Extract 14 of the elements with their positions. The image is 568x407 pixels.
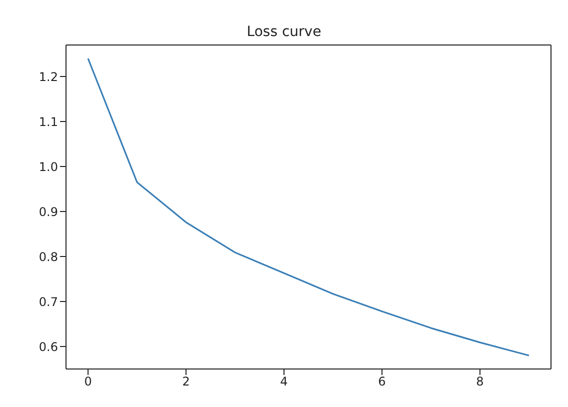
y-tick-label: 0.8 bbox=[38, 250, 58, 264]
y-tick-label: 1.2 bbox=[38, 70, 58, 84]
x-tick-label: 6 bbox=[378, 374, 386, 389]
x-tick-label: 8 bbox=[476, 374, 484, 389]
y-tick-label: 0.7 bbox=[38, 294, 58, 309]
x-tick-label: 0 bbox=[84, 374, 92, 389]
y-tick-label: 0.9 bbox=[38, 204, 58, 219]
line-series bbox=[87, 58, 530, 356]
chart-title: Loss curve bbox=[246, 24, 322, 40]
x-tick-label: 2 bbox=[182, 374, 190, 389]
y-tick-label: 0.6 bbox=[38, 340, 58, 354]
x-tick-label: 4 bbox=[280, 374, 288, 389]
y-tick-label: 1.0 bbox=[38, 160, 58, 174]
y-tick-label: 1.1 bbox=[38, 114, 58, 129]
